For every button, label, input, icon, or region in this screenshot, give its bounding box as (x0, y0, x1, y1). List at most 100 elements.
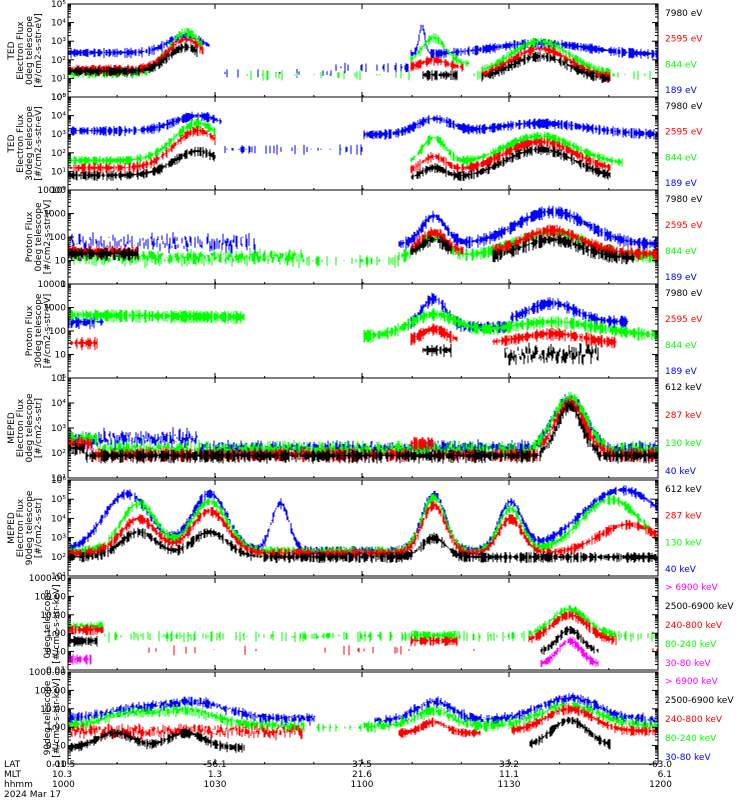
x-tick-hhmm: 1130 (498, 780, 521, 790)
y-axis-label: [#/cm2-s-str] (34, 498, 44, 558)
y-tick-label: 10000 (37, 280, 66, 290)
x-tick-lat: 33.2 (499, 760, 519, 770)
y-axis-label: 90deg telescope (43, 680, 53, 755)
y-tick-label: 10⁵ (51, 0, 66, 10)
legend-entry: 189 eV (665, 367, 698, 377)
panel-5: 10¹ 10² 10³ 10⁴ 10⁵ MEPED Electron Flux 0deg te… (7, 374, 702, 484)
series-trace-2500-6900-kev (67, 625, 599, 655)
legend-entry: > 6900 keV (665, 583, 719, 593)
y-tick-label: 10⁴ (51, 514, 66, 524)
y-axis-label: [#/cm2-s-str-keV] (52, 678, 62, 757)
panel-6: 10¹ 10² 10³ 10⁴ 10⁵ 10⁶ MEPED Electron Flux 90de… (7, 476, 702, 582)
x-tick-hhmm: 1100 (351, 780, 374, 790)
series-trace-240-800-kev (67, 611, 658, 656)
legend-entry: 612 keV (665, 383, 702, 393)
legend-entry: 40 keV (665, 467, 697, 477)
series-trace-80-240-kev (67, 605, 658, 643)
y-tick-label: 10⁴ (51, 112, 66, 122)
y-tick-label: 100 (49, 233, 66, 243)
legend-entry: 7980 eV (665, 195, 703, 205)
x-tick-lat: -63.0 (649, 760, 673, 770)
y-tick-label: 10⁰ (51, 93, 66, 103)
y-axis-label: Electron Flux (16, 21, 26, 80)
y-tick-label: 10⁵ (51, 93, 66, 103)
y-axis-label: TED (7, 134, 17, 153)
legend-entry: 40 keV (665, 565, 697, 575)
y-tick-label: 10.00 (40, 705, 66, 715)
y-axis-label: [#/cm2-s-str] (34, 398, 44, 458)
y-tick-label: 0.01 (46, 760, 66, 770)
x-tick-lat: -10.5 (52, 760, 75, 770)
legend-entry: 2500-6900 keV (665, 696, 734, 706)
y-tick-label: 1000 (43, 304, 66, 314)
legend-entry: 287 keV (665, 512, 702, 522)
y-tick-label: 10³ (51, 424, 66, 434)
y-axis-label: 0deg telescope (34, 202, 44, 272)
lat-row-label: LAT (4, 760, 21, 770)
legend-entry: 844 eV (665, 341, 698, 351)
y-tick-label: 10⁵ (51, 495, 66, 505)
y-tick-label: 100.00 (35, 686, 67, 696)
panel-frame (67, 577, 659, 671)
x-tick-lat: -56.1 (203, 760, 226, 770)
y-tick-label: 10² (51, 56, 66, 66)
legend-entry: 30-80 keV (665, 753, 711, 763)
y-axis-label: Electron Flux (16, 114, 26, 173)
y-tick-label: 10¹ (51, 474, 66, 484)
y-tick-label: 10¹ (51, 167, 66, 177)
x-tick-mlt: 1.3 (208, 770, 222, 780)
legend-entry: 2500-6900 keV (665, 602, 734, 612)
y-tick-label: 1.00 (46, 629, 66, 639)
legend-entry: 2595 eV (665, 221, 703, 231)
x-tick-hhmm: 1200 (649, 780, 672, 790)
y-axis-label: 30deg telescope (34, 293, 44, 368)
y-tick-label: 10000 (37, 186, 66, 196)
y-tick-label: 1 (60, 374, 66, 384)
y-axis-label: Electron Flux (16, 398, 26, 457)
legend-entry: 2595 eV (665, 128, 703, 138)
series-trace-7980-ev (422, 342, 599, 366)
x-tick-mlt: 6.1 (658, 770, 672, 780)
legend-entry: 7980 eV (665, 102, 703, 112)
legend-entry: 7980 eV (665, 9, 703, 19)
legend-entry: 189 eV (665, 179, 698, 189)
panel-frame (67, 283, 659, 379)
y-tick-label: 10³ (51, 130, 66, 140)
panel-2: 10⁰ 10¹ 10² 10³ 10⁴ 10⁵ TED Electron Flux 30deg … (7, 93, 703, 196)
y-tick-label: 10⁴ (51, 399, 66, 409)
y-axis-label: 90deg telescope (25, 490, 35, 565)
y-tick-label: 10¹ (51, 74, 66, 84)
y-tick-label: 1000.00 (29, 574, 66, 584)
legend-entry: > 6900 keV (665, 677, 719, 687)
y-tick-label: 1 (60, 280, 66, 290)
y-tick-label: 1000.00 (29, 668, 66, 678)
legend-entry: 2595 eV (665, 35, 703, 45)
x-tick-lat: 37.5 (352, 760, 372, 770)
y-axis-label: MEPED (7, 512, 17, 544)
y-axis-label: MEPED (7, 412, 17, 444)
y-tick-label: 10 (55, 351, 67, 361)
y-axis-label: 0deg telescope (25, 16, 35, 86)
legend-entry: 130 keV (665, 538, 702, 548)
series-trace-612-kev (67, 400, 658, 464)
legend-entry: 844 eV (665, 60, 698, 70)
panel-8: 0.01 0.10 1.00 10.00 100.00 1000.00 90deg tele… (29, 668, 735, 770)
legend-entry: 80-240 keV (665, 640, 717, 650)
x-tick-mlt: 21.6 (352, 770, 372, 780)
y-axis-label: [#/cm2-s-str-eV] (43, 200, 53, 275)
legend-entry: 189 eV (665, 273, 698, 283)
x-tick-mlt: 10.3 (52, 770, 72, 780)
y-axis-label: [#/cm2-s-str-eV] (43, 294, 53, 369)
y-tick-label: 0.10 (46, 742, 66, 752)
panel-7: 0.01 0.10 1.00 10.00 100.00 1000.00 0deg teles… (29, 574, 735, 676)
legend-entry: 7980 eV (665, 289, 703, 299)
y-tick-label: 0.10 (46, 648, 66, 658)
y-tick-label: 1.00 (46, 723, 66, 733)
panel-1: 10⁰ 10¹ 10² 10³ 10⁴ 10⁵ TED Electron Flux 0deg t… (7, 0, 703, 103)
y-tick-label: 10⁴ (51, 19, 66, 29)
y-tick-label: 10³ (51, 534, 66, 544)
y-axis-label: Proton Flux (25, 305, 35, 356)
hhmm-row-label: hhmm (4, 780, 33, 790)
